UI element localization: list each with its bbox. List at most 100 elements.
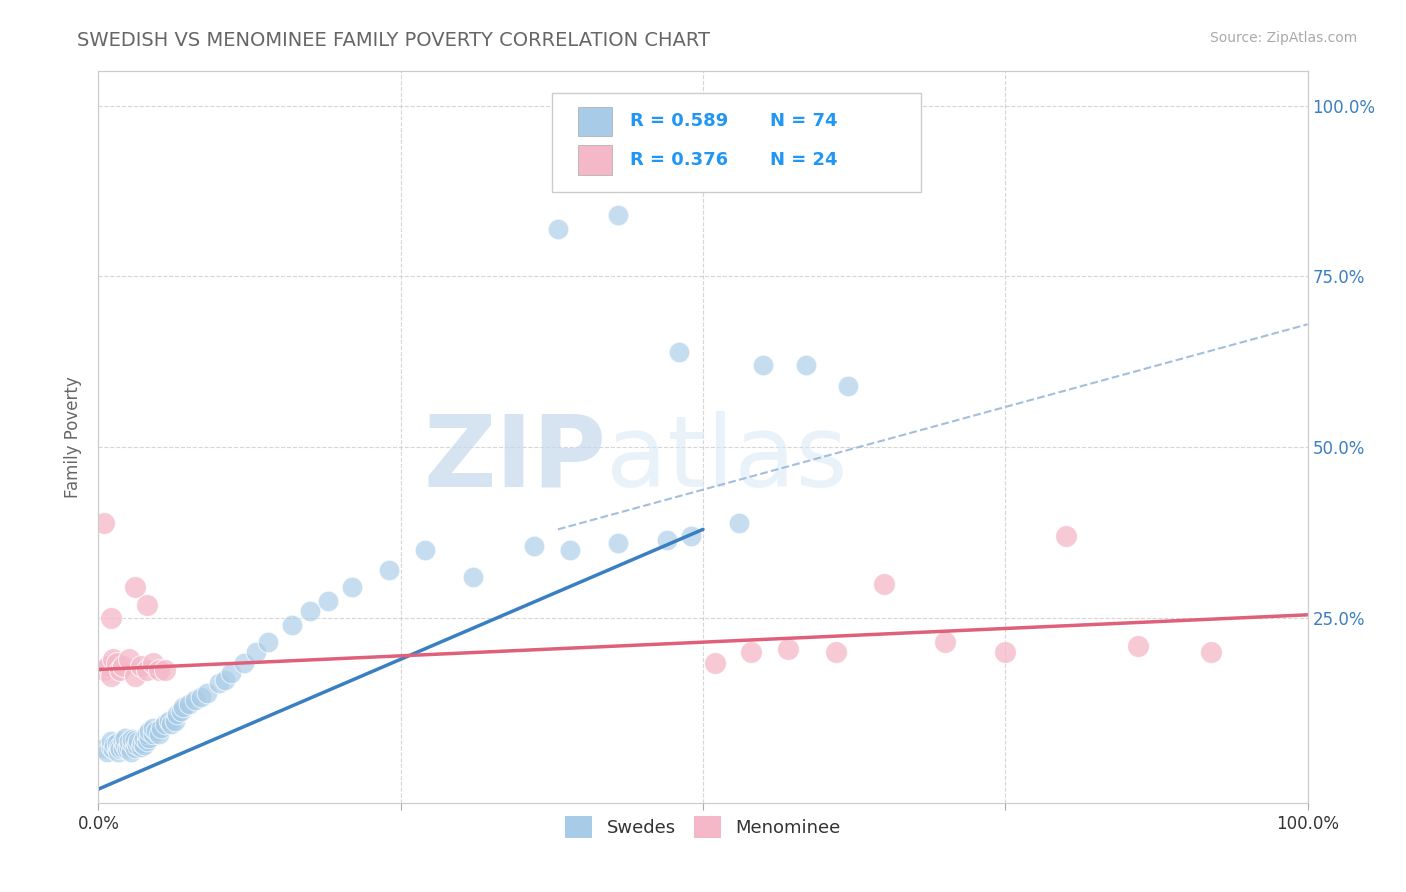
Point [245,645,267,659]
Point [148,727,170,741]
Text: ZIP: ZIP [423,410,606,508]
Point [607,208,630,222]
Point [118,739,141,754]
Point [873,577,896,591]
Point [256,635,278,649]
Point [994,645,1017,659]
Point [100,611,122,625]
Point [208,676,231,690]
Point [172,700,194,714]
Point [776,642,799,657]
Point [281,618,304,632]
Point [142,727,165,741]
Point [163,714,186,728]
Point [153,717,176,731]
Point [103,738,125,752]
Text: Source: ZipAtlas.com: Source: ZipAtlas.com [1209,31,1357,45]
Point [150,721,173,735]
FancyBboxPatch shape [551,94,921,192]
Point [121,732,143,747]
Point [100,739,122,754]
Point [117,742,139,756]
Point [105,656,128,670]
Text: SWEDISH VS MENOMINEE FAMILY POVERTY CORRELATION CHART: SWEDISH VS MENOMINEE FAMILY POVERTY CORR… [77,31,710,50]
Point [463,570,485,584]
Point [127,738,149,752]
Point [97,659,120,673]
Point [1199,645,1222,659]
Point [668,344,690,359]
Point [413,542,436,557]
Point [135,598,157,612]
Point [124,669,146,683]
Point [129,659,152,673]
Point [1128,639,1150,653]
Point [93,741,115,756]
Point [111,741,134,756]
Point [160,717,183,731]
FancyBboxPatch shape [578,107,613,136]
Point [124,741,146,756]
Point [825,645,848,659]
Point [100,734,122,748]
Point [794,359,817,373]
Point [111,659,134,673]
Point [752,359,775,373]
Point [101,742,124,756]
Text: R = 0.376: R = 0.376 [630,151,728,169]
Point [316,594,339,608]
Point [124,732,146,747]
Point [142,656,165,670]
Point [342,581,364,595]
Point [105,741,128,756]
Point [547,221,569,235]
Point [96,745,118,759]
Point [214,673,236,687]
Point [169,704,191,718]
Legend: Swedes, Menominee: Swedes, Menominee [558,808,848,845]
Text: N = 74: N = 74 [769,112,837,130]
Point [195,686,218,700]
Text: atlas: atlas [606,410,848,508]
Point [1054,529,1077,543]
Text: R = 0.589: R = 0.589 [630,112,728,130]
Point [148,663,170,677]
Point [121,736,143,750]
Point [107,745,129,759]
Point [101,652,124,666]
Point [728,516,751,530]
Point [134,738,156,752]
Point [142,721,165,735]
Point [127,734,149,748]
Point [93,516,115,530]
Point [740,645,762,659]
Point [108,663,131,677]
Point [124,581,146,595]
Point [108,742,131,756]
Point [558,542,581,557]
FancyBboxPatch shape [578,145,613,175]
Point [157,714,180,728]
Point [135,663,157,677]
Y-axis label: Family Poverty: Family Poverty [65,376,83,498]
Point [145,724,167,739]
Point [114,738,136,752]
Point [190,690,212,704]
Point [184,693,207,707]
Point [299,604,322,618]
Point [120,745,142,759]
Point [607,536,630,550]
Point [118,734,141,748]
Point [221,665,243,680]
Point [704,656,727,670]
Point [135,734,157,748]
Point [118,652,141,666]
Point [934,635,956,649]
Point [114,731,136,745]
Point [111,734,134,748]
Point [179,697,201,711]
Point [138,731,160,745]
Point [232,656,254,670]
Point [837,379,859,393]
Point [153,663,176,677]
